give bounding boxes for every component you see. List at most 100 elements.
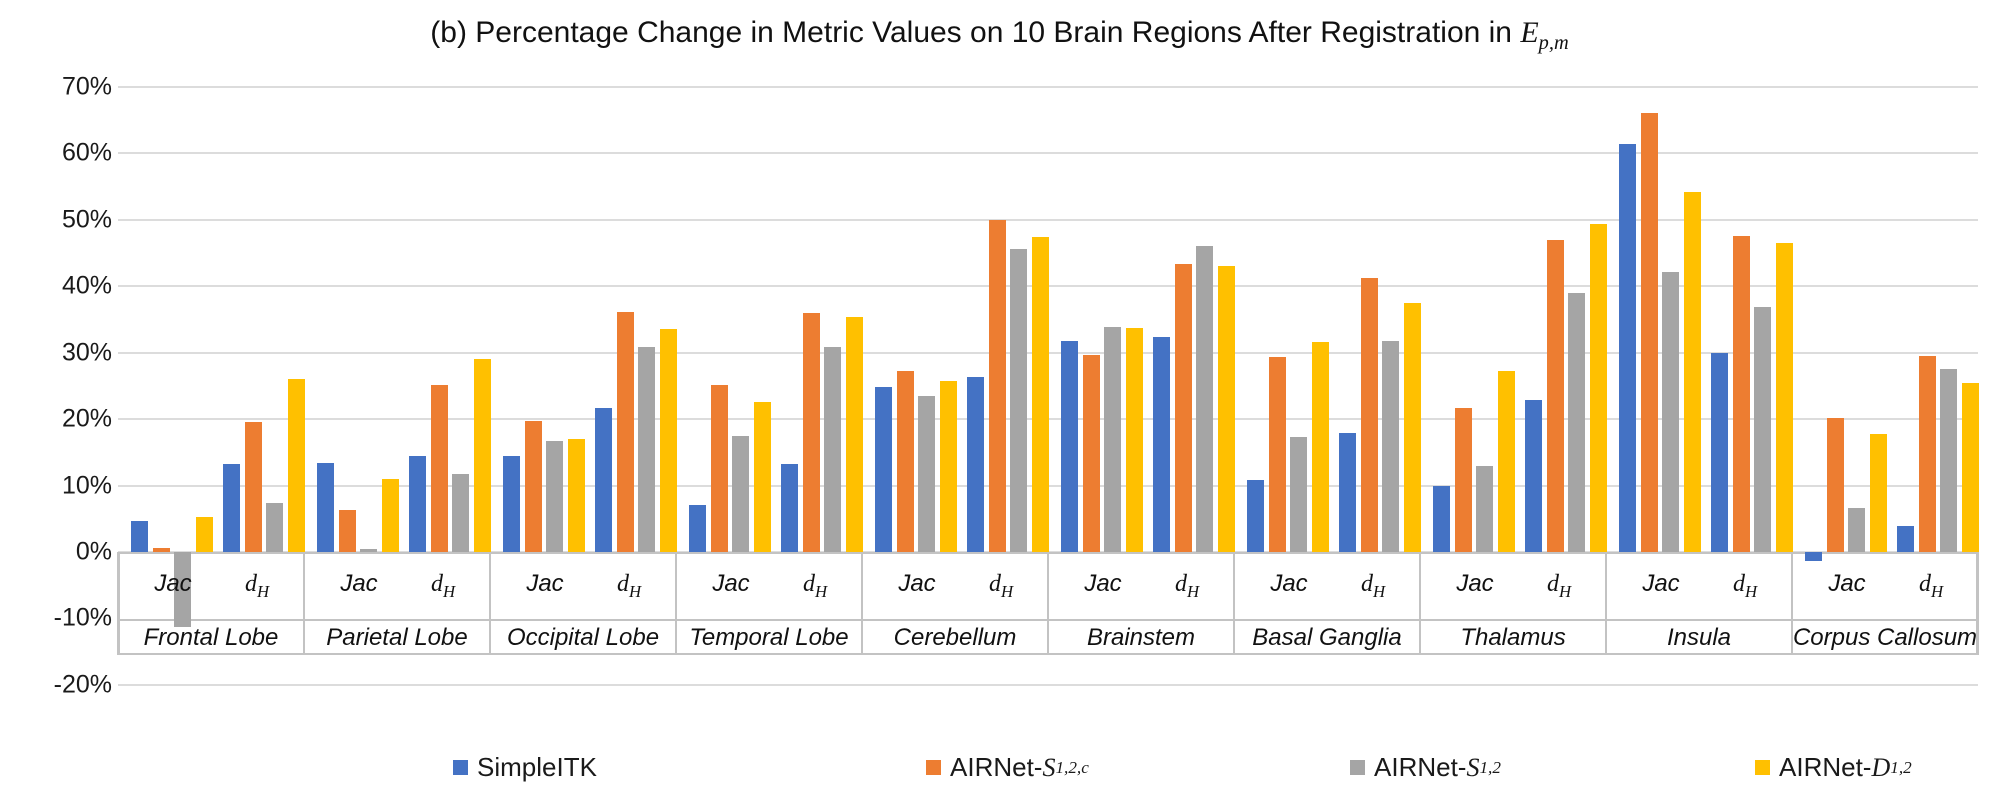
- legend-swatch: [453, 760, 468, 775]
- legend-label-math: S: [1042, 752, 1056, 782]
- x-axis-table-column-border: [1791, 552, 1793, 655]
- y-axis-tick-label: 10%: [61, 471, 112, 500]
- metric-label-text: d: [1918, 571, 1931, 598]
- metric-label-dh: dH: [431, 570, 455, 602]
- metric-label-subscript: H: [1744, 581, 1758, 601]
- legend-item-simpleitk: SimpleITK: [453, 752, 597, 783]
- bar-temporal-lobe-dh-airnet-s-1-2: [824, 346, 841, 552]
- y-axis-tick-label: -10%: [53, 603, 112, 632]
- legend-label-text: SimpleITK: [477, 752, 597, 782]
- bar-frontal-lobe-jac-airnet-s-1-2: [174, 552, 191, 628]
- bar-temporal-lobe-jac-airnet-s-1-2-c: [710, 385, 728, 552]
- metric-label-text: Jac: [1456, 570, 1494, 598]
- bar-insula-dh-simpleitk: [1711, 353, 1728, 552]
- metric-label-dh: dH: [989, 570, 1013, 602]
- metric-label-text: Jac: [1642, 570, 1680, 598]
- x-axis-table-column-border: [117, 552, 119, 655]
- x-axis-table-column-border: [1605, 552, 1607, 655]
- y-axis-tick-label: 30%: [61, 338, 112, 367]
- bar-occipital-lobe-dh-simpleitk: [595, 408, 612, 552]
- gridline: [118, 218, 1978, 221]
- region-label: Temporal Lobe: [689, 624, 849, 651]
- metric-label-text: Jac: [712, 570, 750, 598]
- bar-brainstem-jac-airnet-d-1-2: [1125, 328, 1143, 552]
- metric-label-text: d: [616, 571, 629, 598]
- bar-parietal-lobe-jac-simpleitk: [317, 462, 334, 552]
- metric-label-jac: Jac: [898, 570, 935, 602]
- gridline: [118, 683, 1978, 686]
- bar-basal-ganglia-dh-airnet-s-1-2-c: [1360, 277, 1378, 552]
- x-axis-table-column-border: [303, 552, 305, 655]
- bar-insula-jac-airnet-s-1-2-c: [1640, 113, 1658, 552]
- metric-label-text: Jac: [154, 570, 192, 598]
- bar-occipital-lobe-jac-simpleitk: [503, 455, 520, 552]
- metric-label-text: Jac: [526, 570, 564, 598]
- x-axis-table-column-border: [489, 552, 491, 655]
- chart-title-math: E: [1520, 16, 1539, 49]
- metric-label-text: Jac: [340, 570, 378, 598]
- bar-basal-ganglia-jac-airnet-d-1-2: [1311, 342, 1329, 552]
- bar-parietal-lobe-dh-airnet-s-1-2-c: [430, 384, 448, 552]
- metric-label-dh: dH: [1361, 570, 1385, 602]
- metric-label-jac: Jac: [1828, 570, 1865, 602]
- metric-label-subscript: H: [1558, 581, 1572, 601]
- bar-cerebellum-dh-airnet-s-1-2-c: [988, 219, 1006, 552]
- bar-temporal-lobe-jac-airnet-d-1-2: [753, 401, 771, 552]
- bar-thalamus-dh-airnet-d-1-2: [1589, 224, 1607, 552]
- bar-brainstem-dh-simpleitk: [1153, 336, 1170, 552]
- legend-swatch: [1755, 760, 1770, 775]
- chart-title-text: (b) Percentage Change in Metric Values o…: [430, 16, 1521, 49]
- legend-swatch: [1350, 760, 1365, 775]
- metric-label-text: d: [244, 571, 257, 598]
- legend-swatch: [926, 760, 941, 775]
- x-axis-table-column-border: [675, 552, 677, 655]
- region-label: Brainstem: [1086, 624, 1196, 651]
- bar-cerebellum-dh-airnet-d-1-2: [1031, 237, 1049, 552]
- metric-label-subscript: H: [1000, 581, 1014, 601]
- legend-label-math: D: [1871, 752, 1891, 782]
- bar-cerebellum-jac-simpleitk: [875, 386, 892, 552]
- bar-basal-ganglia-dh-airnet-s-1-2: [1382, 341, 1399, 552]
- metric-label-dh: dH: [1547, 570, 1571, 602]
- bar-corpus-callosum-jac-airnet-s-1-2: [1848, 508, 1865, 552]
- metric-label-subscript: H: [1372, 581, 1386, 601]
- y-axis-tick-label: 70%: [61, 72, 112, 101]
- bar-corpus-callosum-jac-simpleitk: [1805, 552, 1822, 562]
- region-label: Corpus Callosum: [1792, 624, 1978, 651]
- metric-label-dh: dH: [803, 570, 827, 602]
- chart-title-subscript: p,m: [1538, 32, 1569, 54]
- bar-occipital-lobe-dh-airnet-s-1-2: [638, 346, 655, 552]
- metric-label-dh: dH: [1919, 570, 1943, 602]
- bar-thalamus-dh-airnet-s-1-2: [1568, 292, 1585, 552]
- metric-label-jac: Jac: [340, 570, 377, 602]
- region-label: Parietal Lobe: [326, 624, 468, 651]
- metric-label-subscript: H: [1930, 581, 1944, 601]
- region-label: Cerebellum: [893, 624, 1017, 651]
- bar-temporal-lobe-dh-airnet-d-1-2: [845, 316, 863, 552]
- metric-label-text: d: [1174, 571, 1187, 598]
- bar-cerebellum-dh-airnet-s-1-2: [1010, 248, 1027, 552]
- legend-item-airnet-s-1-2-c: AIRNet- S 1,2,c: [926, 752, 1089, 783]
- metric-label-text: Jac: [898, 570, 936, 598]
- metric-label-jac: Jac: [154, 570, 191, 602]
- metric-label-subscript: H: [628, 581, 642, 601]
- legend-label-text: AIRNet-: [1374, 752, 1467, 782]
- bar-insula-dh-airnet-s-1-2: [1754, 306, 1771, 552]
- metric-label-text: d: [1732, 571, 1745, 598]
- bar-brainstem-dh-airnet-d-1-2: [1217, 266, 1235, 552]
- bar-parietal-lobe-dh-airnet-s-1-2: [452, 473, 469, 552]
- bar-occipital-lobe-jac-airnet-s-1-2: [546, 441, 563, 552]
- region-label: Occipital Lobe: [506, 624, 660, 651]
- metric-label-text: Jac: [1828, 570, 1866, 598]
- legend-label-subscript: 1,2,c: [1055, 757, 1089, 777]
- metric-label-jac: Jac: [1456, 570, 1493, 602]
- bar-insula-jac-simpleitk: [1619, 143, 1636, 552]
- y-axis-tick-label: 40%: [61, 271, 112, 300]
- bar-insula-jac-airnet-d-1-2: [1683, 191, 1701, 552]
- x-axis-table-column-border: [1977, 552, 1979, 655]
- legend-label-text: AIRNet-: [1779, 752, 1872, 782]
- bar-thalamus-dh-simpleitk: [1525, 399, 1542, 552]
- bar-corpus-callosum-jac-airnet-s-1-2-c: [1826, 418, 1844, 552]
- bar-occipital-lobe-dh-airnet-d-1-2: [659, 329, 677, 552]
- metric-label-jac: Jac: [1084, 570, 1121, 602]
